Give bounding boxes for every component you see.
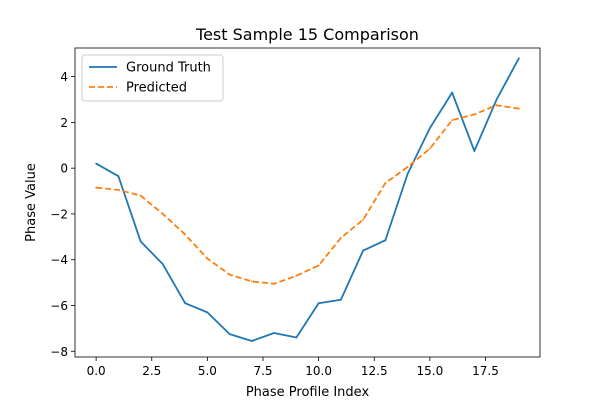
- data-point-ground-truth: [139, 240, 142, 243]
- data-point-ground-truth: [339, 298, 342, 301]
- data-point-predicted: [161, 213, 164, 215]
- y-tick-label: −6: [50, 299, 68, 313]
- data-point-ground-truth: [95, 162, 98, 165]
- x-tick-label: 12.5: [361, 364, 388, 378]
- data-point-ground-truth: [362, 249, 365, 252]
- data-point-predicted: [206, 257, 209, 260]
- x-tick-label: 2.5: [142, 364, 161, 378]
- x-tick-label: 7.5: [253, 364, 272, 378]
- y-tick-label: 2: [60, 116, 68, 130]
- data-point-predicted: [95, 186, 98, 189]
- legend-box: [81, 54, 224, 102]
- data-point-ground-truth: [473, 150, 476, 152]
- y-tick-label: 4: [60, 70, 68, 84]
- data-point-predicted: [473, 113, 476, 116]
- y-tick-label: −8: [50, 345, 68, 359]
- data-point-predicted: [517, 107, 520, 110]
- data-point-ground-truth: [384, 239, 387, 242]
- data-point-predicted: [184, 233, 187, 236]
- data-point-predicted: [117, 189, 120, 191]
- y-tick-label: −2: [50, 207, 68, 221]
- data-point-ground-truth: [184, 302, 187, 305]
- data-point-ground-truth: [161, 263, 164, 266]
- data-point-ground-truth: [206, 311, 209, 314]
- data-point-predicted: [406, 166, 409, 168]
- data-point-predicted: [295, 274, 298, 277]
- data-point-ground-truth: [117, 175, 120, 178]
- data-point-predicted: [317, 264, 320, 267]
- x-tick-label: 10.0: [305, 364, 332, 378]
- data-point-ground-truth: [295, 336, 298, 339]
- data-point-ground-truth: [273, 332, 276, 334]
- series-line-ground-truth: [95, 57, 520, 342]
- x-tick-label: 5.0: [198, 364, 217, 378]
- chart-title: Test Sample 15 Comparison: [195, 25, 419, 44]
- data-point-predicted: [139, 194, 142, 197]
- x-axis-ticks: 0.0 2.5 5.0 7.5 10.0 12.5 15.0 17.5: [87, 357, 499, 378]
- series-layer: [95, 57, 520, 342]
- data-point-predicted: [228, 273, 231, 276]
- data-point-predicted: [273, 282, 276, 285]
- legend: Ground Truth Predicted: [81, 54, 224, 102]
- legend-label-predicted: Predicted: [126, 81, 187, 96]
- data-point-predicted: [451, 119, 454, 121]
- y-axis-ticks: −8 −6 −4 −2 0 2 4: [50, 70, 75, 359]
- x-tick-label: 15.0: [417, 364, 444, 378]
- x-tick-label: 0.0: [87, 364, 106, 378]
- data-point-ground-truth: [228, 333, 231, 336]
- data-point-ground-truth: [451, 91, 454, 94]
- x-axis-label: Phase Profile Index: [246, 385, 370, 400]
- series-line-predicted: [96, 104, 519, 285]
- legend-label-ground-truth: Ground Truth: [126, 61, 211, 76]
- data-point-predicted: [339, 237, 342, 239]
- data-point-ground-truth: [250, 340, 253, 342]
- plot-frame: [74, 47, 541, 358]
- data-point-ground-truth: [428, 127, 431, 130]
- data-point-predicted: [250, 280, 253, 283]
- data-point-predicted: [384, 182, 387, 184]
- data-point-predicted: [428, 147, 431, 150]
- data-point-ground-truth: [317, 302, 320, 305]
- data-point-predicted: [362, 218, 365, 221]
- data-point-predicted: [495, 104, 498, 107]
- y-axis-label: Phase Value: [24, 163, 39, 242]
- x-tick-label: 17.5: [472, 364, 499, 378]
- data-point-ground-truth: [517, 57, 520, 60]
- data-point-ground-truth: [495, 98, 498, 101]
- data-point-ground-truth: [406, 172, 409, 175]
- y-tick-label: −4: [50, 253, 68, 267]
- y-tick-label: 0: [60, 162, 68, 176]
